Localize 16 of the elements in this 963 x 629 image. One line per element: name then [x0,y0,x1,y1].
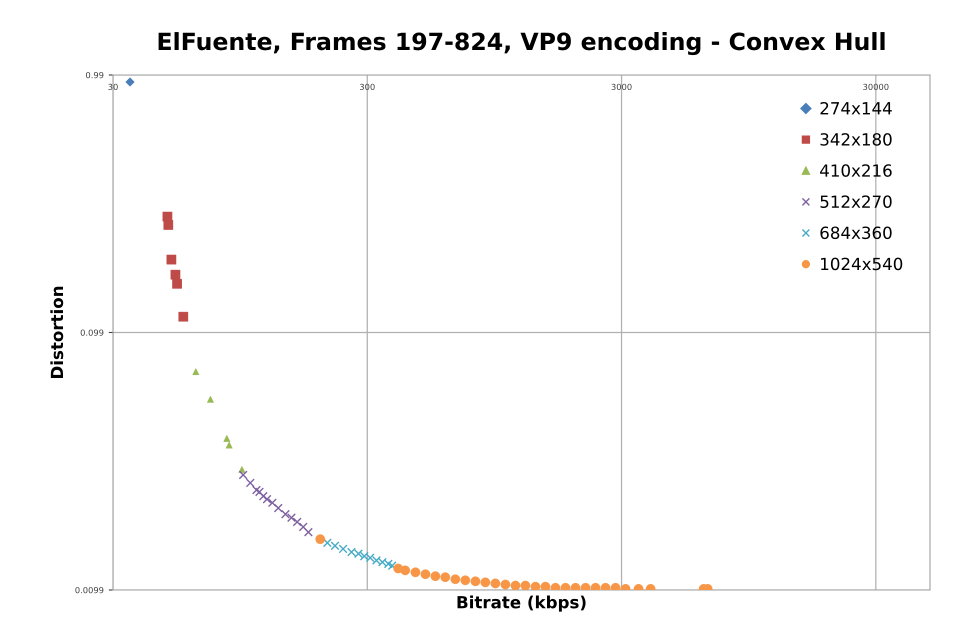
legend-label: 512x270 [820,195,892,208]
y-tick-label: 0.0099 [75,586,104,594]
x-tick-label: 30 [108,84,118,90]
x-tick-label: 300 [360,84,375,90]
y-tick-label: 0.99 [86,72,104,78]
legend-label: 274x144 [820,102,892,114]
legend-label: 342x180 [820,133,892,146]
legend-label: 410x216 [820,164,892,177]
x-tick-label: 30000 [863,84,889,90]
legend-label: 684x360 [820,226,892,240]
chart-title: ElFuente, Frames 197-824, VP9 encoding - Convex Hull [158,32,885,56]
y-axis-title: Distortion [50,286,64,378]
x-axis-title: Bitrate (kbps) [458,596,586,612]
y-tick-label: 0.099 [80,329,104,336]
legend-label: 1024x540 [821,258,902,270]
x-tick-label: 3000 [612,84,632,90]
